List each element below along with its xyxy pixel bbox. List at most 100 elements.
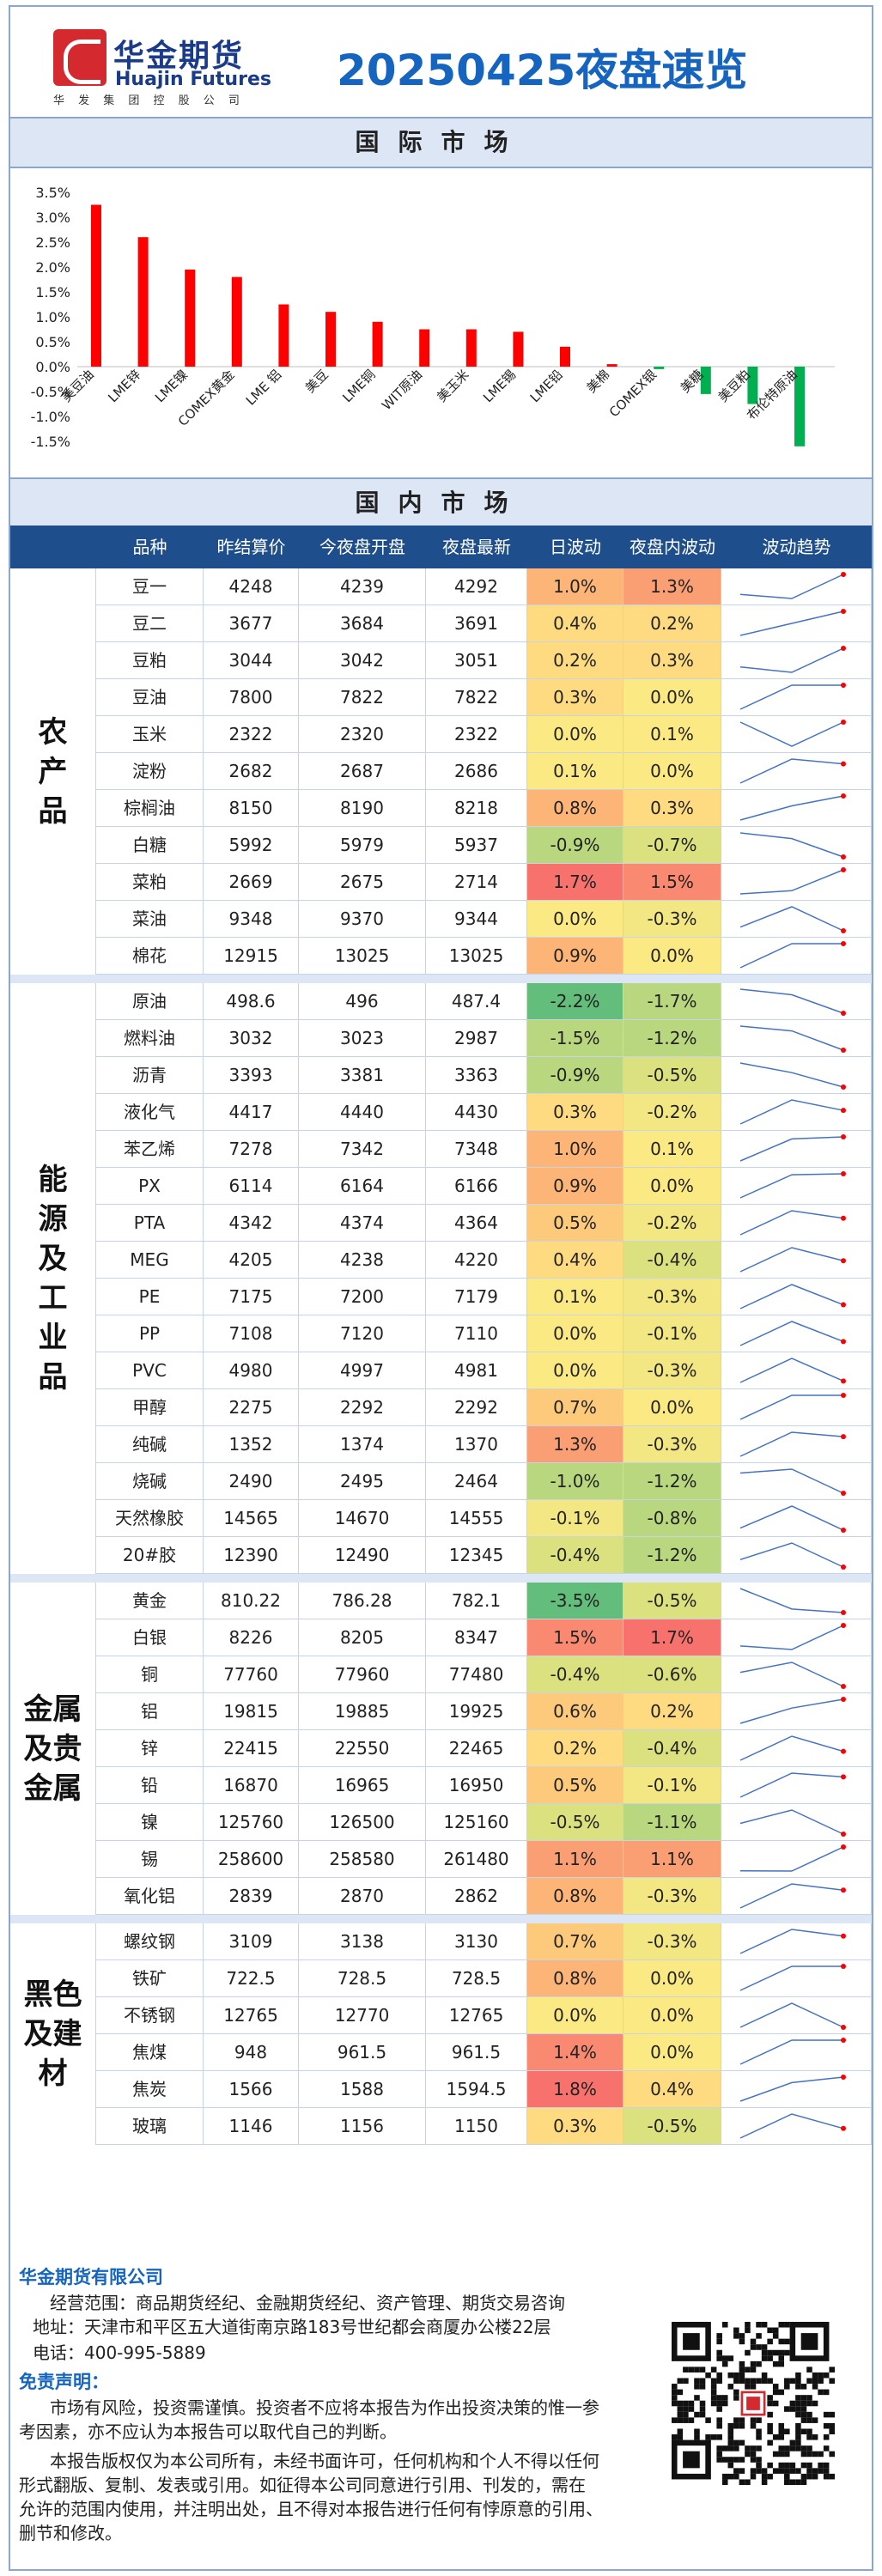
trend-last-point [841,1393,846,1398]
night-latest: 728.5 [426,1960,527,1997]
qr-module [818,2372,824,2379]
product-name: PP [96,1315,204,1352]
bar-美糖 [700,367,711,394]
product-name: 镍 [96,1804,204,1841]
bar-chart: 3.5% 3.0% 2.5% 2.0% 1.5% 1.0% 0.5% 0.0% -0.5% -1.… [31,185,835,450]
qr-module [784,2338,790,2345]
prev-settle: 7278 [204,1131,299,1168]
qr-module [694,2384,700,2390]
qr-module [800,2451,807,2458]
night-open: 258580 [299,1841,426,1878]
qr-module [694,2378,700,2385]
night-latest: 2292 [426,1389,527,1426]
logo-chinese-name: 华金期货 [113,39,245,74]
qr-module [733,2333,739,2339]
qr-module [733,2473,739,2480]
night-latest: 16950 [426,1767,527,1804]
trend-sparkline [739,609,846,636]
qr-module [767,2338,773,2345]
prev-settle: 2682 [204,753,299,790]
product-name: 铁矿 [96,1960,204,1997]
product-name: 白银 [96,1619,204,1656]
qr-module [733,2457,739,2463]
qr-module [767,2439,773,2446]
night-change: 0.0% [623,1960,721,1997]
qr-module [789,2400,796,2407]
product-name: PX [96,1168,204,1205]
daily-change: 0.3% [527,2108,623,2145]
qr-module [745,2322,751,2328]
trend-line [739,1431,844,1457]
y-tick-label: 1.5% [35,284,70,301]
trend-last-point [841,683,846,688]
table-row: 燃料油 3032 3023 2987 -1.5% -1.2% [96,1020,872,1057]
x-category-label: LME锡 [480,367,519,405]
qr-module [677,2406,684,2412]
daily-change: -2.2% [527,983,623,1020]
trend-cell [721,983,872,1020]
trend-line [739,2039,843,2065]
prev-settle: 948 [204,2034,299,2071]
trend-last-point [841,1697,846,1702]
qr-module [778,2468,785,2474]
night-latest: 7348 [426,1131,527,1168]
trend-line [739,1883,844,1909]
product-name: 铜 [96,1656,204,1693]
qr-module [733,2395,739,2401]
night-open: 16965 [299,1767,426,1804]
qr-module [721,2400,728,2407]
qr-module [767,2378,773,2385]
trend-sparkline [739,1468,846,1496]
daily-change: 0.4% [527,605,623,642]
qr-module [677,2434,684,2440]
trend-cell [721,2071,872,2108]
qr-module [739,2439,745,2446]
bar-LME锡 [513,331,524,367]
qr-module [710,2378,717,2385]
prev-settle: 19815 [204,1693,299,1730]
trend-cell [721,1352,872,1389]
product-name: 焦煤 [96,2034,204,2071]
night-open: 4997 [299,1352,426,1389]
trend-line [739,611,844,636]
trend-sparkline [739,646,846,673]
qr-module [789,2445,796,2451]
night-latest: 2322 [426,716,527,753]
night-latest: 3691 [426,605,527,642]
qr-module [710,2389,717,2396]
qr-module [745,2349,751,2356]
prev-settle: 5992 [204,827,299,864]
trend-line [739,869,844,895]
table-row: 铅 16870 16965 16950 0.5% -0.1% [96,1767,872,1804]
qr-module [812,2468,818,2474]
bar-LME 铝 [278,304,289,367]
qr-module [739,2417,745,2423]
x-category-label: 美玉米 [434,367,472,405]
qr-module [784,2378,790,2385]
night-open: 3684 [299,605,426,642]
night-change: -0.1% [623,1767,721,1804]
qr-module [806,2428,812,2435]
group-label: 农产品 [10,568,96,975]
trend-sparkline [739,906,846,933]
trend-sparkline [739,1735,846,1761]
trend-cell [721,642,872,679]
night-open: 4440 [299,1094,426,1131]
qr-module [721,2322,728,2328]
qr-module [756,2468,762,2474]
trend-line [739,1173,844,1199]
bar-LME铅 [560,346,570,367]
trend-line [739,1099,844,1125]
product-name: 豆粕 [96,642,204,679]
trend-cell [721,1537,872,1574]
trend-sparkline [739,1431,846,1457]
logo-english-name: Huajin Futures [115,69,271,90]
table-row: 液化气 4417 4440 4430 0.3% -0.2% [96,1094,872,1131]
product-name: 沥青 [96,1057,204,1094]
trend-line [739,832,844,858]
table-row: 沥青 3393 3381 3363 -0.9% -0.5% [96,1057,872,1094]
x-category-label: LME锌 [105,367,143,405]
product-name: 菜粕 [96,864,204,901]
night-latest: 4292 [426,568,527,605]
trend-last-point [841,1623,846,1628]
